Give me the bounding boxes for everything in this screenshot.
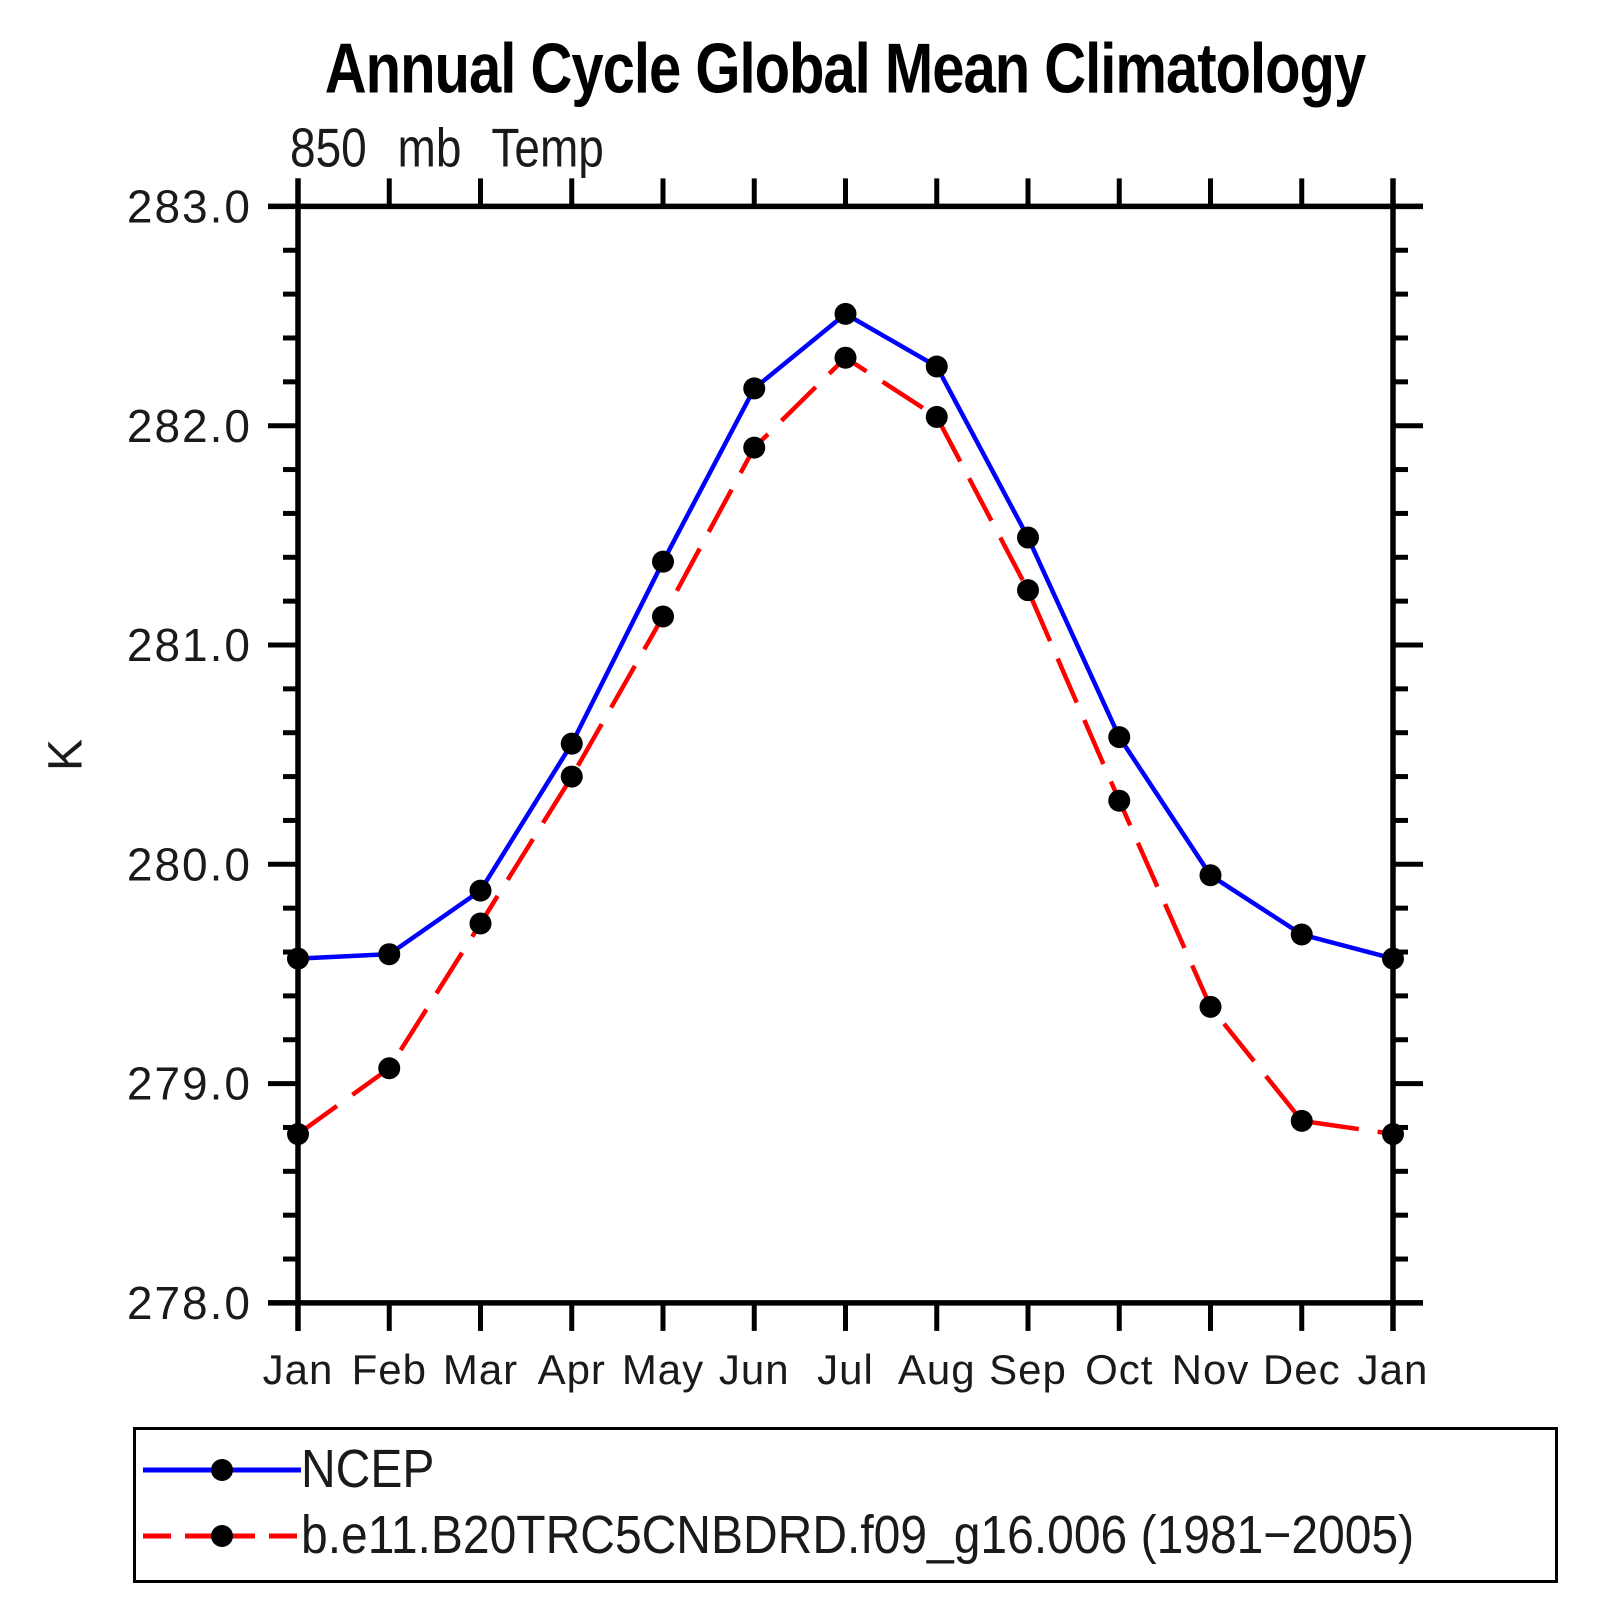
y-tick-label: 282.0: [127, 400, 252, 452]
series-0-point-Mar: [469, 879, 492, 902]
x-tick-label: Jun: [719, 1346, 790, 1393]
series-0-point-Nov: [1199, 864, 1222, 887]
x-tick-label: Sep: [989, 1346, 1067, 1393]
y-tick-label: 281.0: [127, 619, 252, 671]
series-1-point-Jan: [287, 1123, 309, 1146]
series-1-point-Jul: [834, 346, 857, 369]
y-tick-label: 280.0: [127, 838, 252, 890]
x-tick-label: Jul: [817, 1346, 874, 1393]
model-line-swatch-icon: [143, 1525, 301, 1547]
x-tick-label: Feb: [352, 1346, 427, 1393]
x-tick-label: Apr: [538, 1346, 606, 1393]
x-tick-label: Jan: [1358, 1346, 1429, 1393]
y-axis-ticks: [268, 203, 1423, 1306]
series-1-point-Nov: [1199, 995, 1222, 1018]
legend-box: NCEP b.e11.B20TRC5CNBDRD.f09_g16.006 (19…: [133, 1427, 1558, 1583]
x-tick-label: Oct: [1085, 1346, 1153, 1393]
x-tick-label: Nov: [1172, 1346, 1250, 1393]
series-0-point-Dec: [1290, 923, 1313, 946]
x-axis-month-labels: Jan Feb Mar Apr May Jun Jul Aug Sep Oct Nov Dec Jan: [263, 1346, 1429, 1393]
x-tick-label: Dec: [1263, 1346, 1341, 1393]
x-tick-label: Jan: [263, 1346, 334, 1393]
series-1-point-Aug: [925, 405, 948, 428]
x-tick-label: Mar: [443, 1346, 518, 1393]
legend-label-model: b.e11.B20TRC5CNBDRD.f09_g16.006 (1981−20…: [301, 1505, 1415, 1566]
chart-title: Annual Cycle Global Mean Climatology: [324, 29, 1366, 109]
y-tick-label: 278.0: [127, 1277, 252, 1329]
y-axis-unit-label: K: [39, 738, 93, 772]
series-1-point-Feb: [378, 1057, 401, 1080]
data-series: [287, 302, 1404, 1146]
y-axis-tick-labels: 278.0 279.0 280.0 281.0 282.0 283.0: [127, 181, 252, 1330]
series-0-point-May: [652, 550, 674, 573]
series-1-point-Oct: [1108, 789, 1131, 812]
series-0-point-Aug: [925, 355, 948, 378]
ncep-line-swatch-icon: [143, 1459, 301, 1481]
series-0-point-Jan: [1382, 947, 1404, 970]
series-1-point-Apr: [560, 765, 583, 788]
series-1-point-May: [652, 605, 674, 628]
series-line-0: [297, 311, 1394, 961]
series-1-point-Sep: [1017, 579, 1039, 602]
legend-label-ncep: NCEP: [301, 1439, 435, 1500]
x-tick-label: Aug: [898, 1346, 976, 1393]
series-0-point-Sep: [1017, 526, 1039, 549]
chart-subtitle: 850 mb Temp: [290, 117, 604, 179]
x-axis-ticks: [295, 178, 1396, 1331]
series-1-point-Mar: [469, 912, 492, 935]
series-0-point-Apr: [560, 732, 583, 755]
x-tick-label: May: [622, 1346, 704, 1393]
series-0-point-Feb: [378, 943, 401, 966]
legend-item-ncep: NCEP: [139, 1439, 435, 1500]
y-tick-label: 279.0: [127, 1058, 252, 1110]
legend-item-model: b.e11.B20TRC5CNBDRD.f09_g16.006 (1981−20…: [139, 1505, 1415, 1566]
series-0-point-Jan: [287, 947, 309, 970]
series-1-point-Jun: [743, 436, 766, 459]
series-1-point-Dec: [1290, 1109, 1313, 1132]
series-0-point-Jul: [834, 302, 857, 325]
series-0-point-Oct: [1108, 726, 1131, 749]
series-line-1: [296, 354, 1394, 1137]
y-tick-label: 283.0: [127, 181, 252, 233]
series-1-point-Jan: [1382, 1123, 1404, 1146]
series-0-point-Jun: [743, 377, 766, 400]
